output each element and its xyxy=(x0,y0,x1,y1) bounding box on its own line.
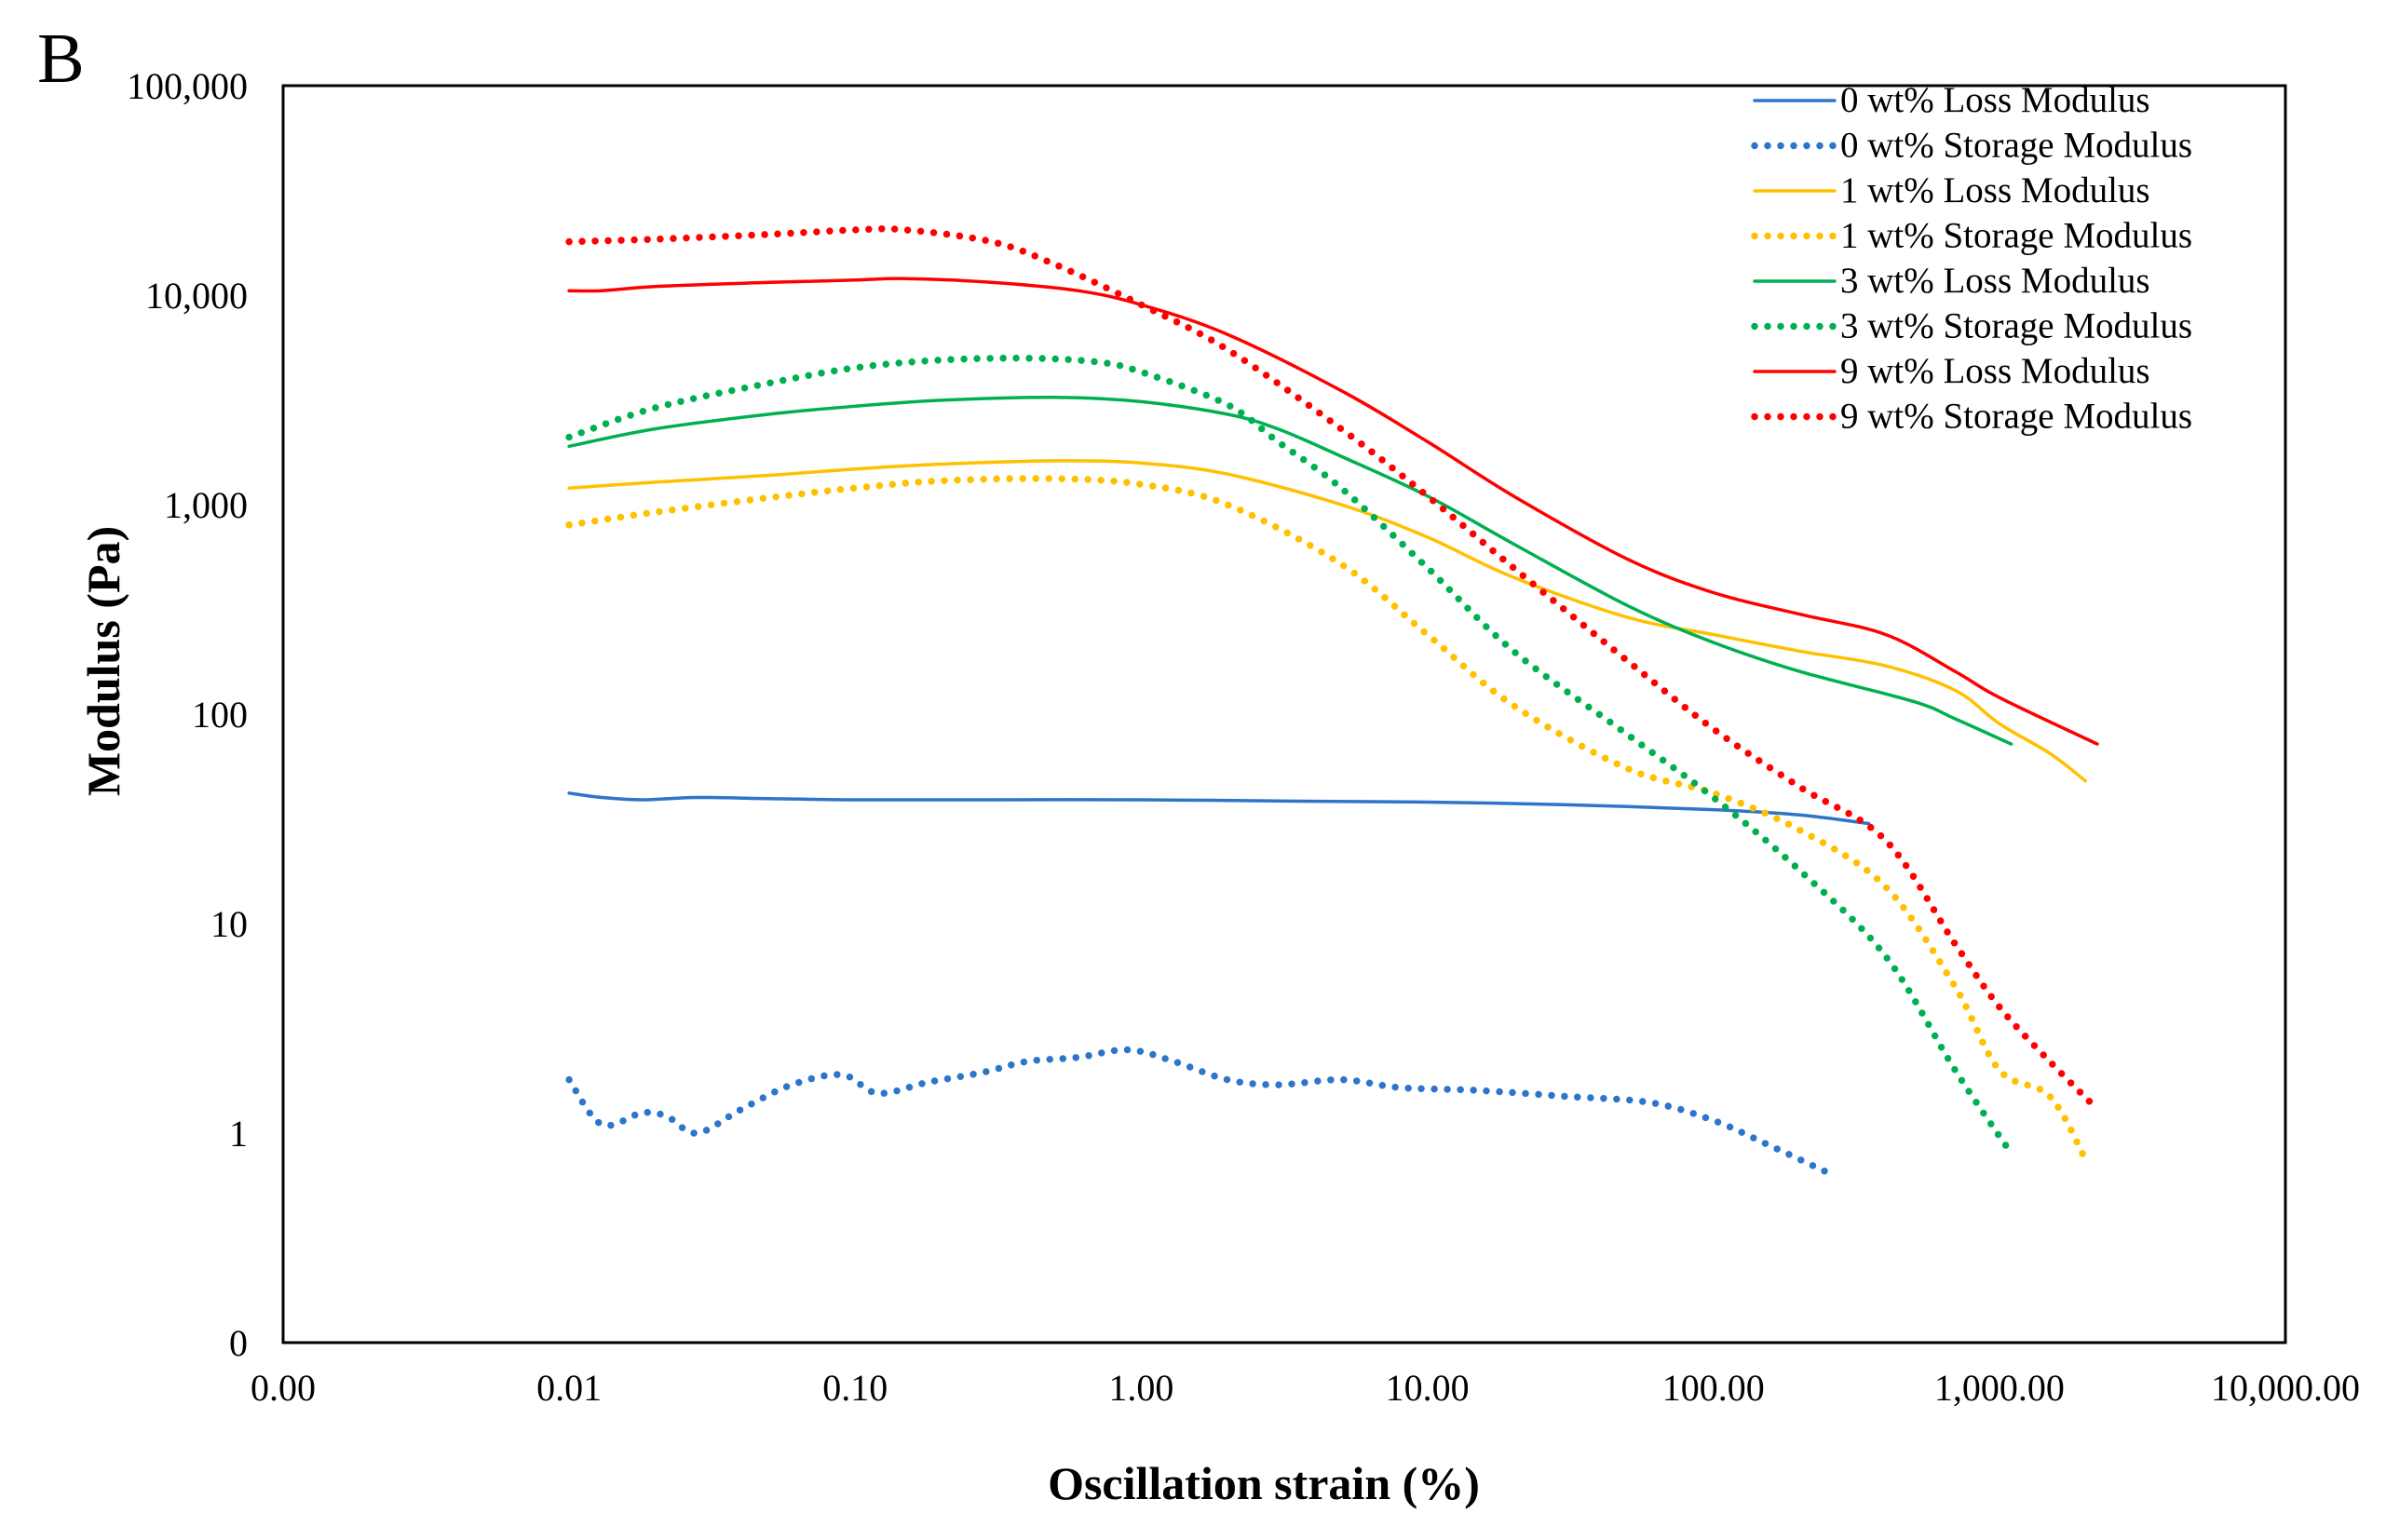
series-line-2 xyxy=(565,1046,1831,1176)
y-tick-label: 1,000 xyxy=(164,484,248,526)
y-tick-label: 10,000 xyxy=(145,275,248,317)
series-line-4 xyxy=(565,475,2090,1163)
series-line-1 xyxy=(567,791,1871,826)
x-tick-label: 0.01 xyxy=(536,1367,602,1409)
series-line-7 xyxy=(567,277,2099,746)
series-line-6 xyxy=(565,354,2015,1157)
x-axis-title: Oscillation strain (%) xyxy=(1048,1457,1480,1509)
legend-label: 9 wt% Storage Modulus xyxy=(1840,397,2192,437)
x-tick-label: 10,000.00 xyxy=(2211,1367,2360,1409)
x-tick-label: 0.10 xyxy=(822,1367,888,1409)
y-tick-label: 0 xyxy=(229,1322,248,1364)
plot-area xyxy=(281,84,2287,1344)
panel-label: B xyxy=(37,20,85,98)
x-tick-label: 1,000.00 xyxy=(1934,1367,2065,1409)
y-tick-label: 100,000 xyxy=(127,65,248,107)
x-tick-label: 100.00 xyxy=(1662,1367,1765,1409)
x-tick-label: 1.00 xyxy=(1108,1367,1173,1409)
x-tick-label: 10.00 xyxy=(1386,1367,1470,1409)
legend-label: 1 wt% Loss Modulus xyxy=(1840,170,2150,210)
x-tick-label: 0.00 xyxy=(251,1367,316,1409)
y-tick-label: 1 xyxy=(229,1113,248,1155)
series-line-5 xyxy=(567,396,2013,746)
x-axis-ticks: 0.00 0.01 0.10 1.00 10.00 100.00 1,000.00 10,00… xyxy=(251,1367,2360,1409)
legend-label: 0 wt% Storage Modulus xyxy=(1840,126,2192,166)
legend-label: 1 wt% Storage Modulus xyxy=(1840,216,2192,256)
legend-label: 3 wt% Storage Modulus xyxy=(1840,306,2192,346)
y-axis-ticks: 0 1 10 100 1,000 10,000 100,000 xyxy=(127,65,248,1364)
legend-label: 0 wt% Loss Modulus xyxy=(1840,80,2150,120)
y-tick-label: 10 xyxy=(210,903,248,945)
legend-label: 3 wt% Loss Modulus xyxy=(1840,261,2150,301)
series-line-8 xyxy=(565,224,2101,1114)
series-line-3 xyxy=(567,459,2088,783)
series-layer xyxy=(565,224,2101,1176)
y-tick-label: 100 xyxy=(192,694,248,736)
y-axis-title: Modulus (Pa) xyxy=(77,526,129,796)
legend-label: 9 wt% Loss Modulus xyxy=(1840,351,2150,391)
